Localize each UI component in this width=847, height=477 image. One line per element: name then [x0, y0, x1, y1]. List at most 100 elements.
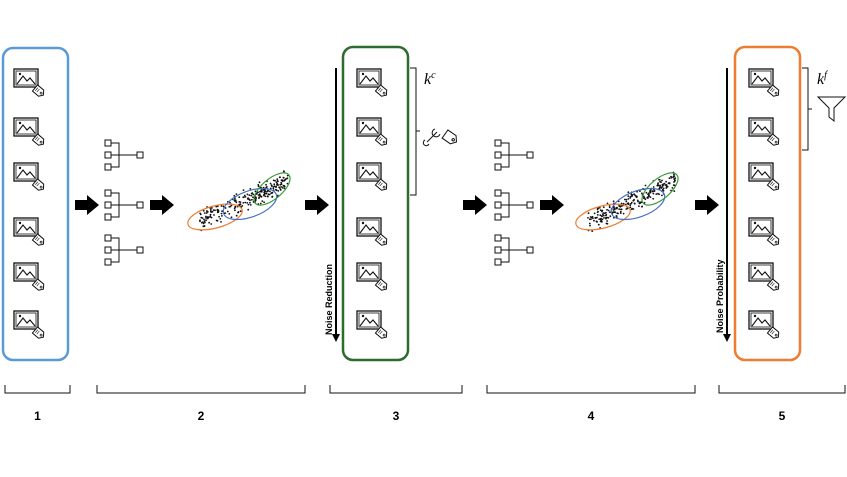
point	[626, 207, 629, 210]
point	[219, 218, 222, 220]
point	[661, 179, 663, 182]
point	[234, 205, 237, 208]
point	[599, 209, 602, 212]
point	[239, 201, 242, 204]
point	[263, 193, 265, 196]
point	[612, 209, 615, 211]
point	[216, 205, 219, 208]
brace	[4, 385, 71, 394]
cluster-ellipse	[575, 203, 631, 231]
point	[283, 187, 286, 190]
point	[587, 217, 589, 219]
point	[230, 216, 233, 219]
point	[607, 209, 610, 212]
step-labels: 1 2 3 4 5	[34, 409, 786, 423]
point	[246, 202, 249, 204]
image-icon	[748, 310, 782, 341]
cluster-ellipse	[187, 203, 243, 231]
arrow	[75, 195, 99, 215]
arrow	[695, 195, 719, 215]
point	[234, 199, 237, 202]
point	[258, 193, 261, 196]
point	[239, 210, 242, 213]
image-icon	[748, 117, 782, 148]
point	[274, 179, 276, 182]
point	[261, 190, 263, 192]
point	[596, 214, 599, 216]
bracket	[802, 67, 812, 151]
scatter-cluster	[575, 171, 679, 233]
point	[286, 182, 289, 185]
point	[244, 196, 247, 198]
point	[661, 186, 663, 189]
point	[210, 223, 213, 225]
point	[275, 181, 278, 184]
k-clean: kc	[424, 70, 436, 88]
point	[627, 195, 630, 198]
point	[606, 216, 609, 219]
point	[665, 180, 667, 183]
prob-box	[733, 45, 802, 362]
image-icon	[748, 262, 782, 293]
point	[608, 211, 611, 214]
image-icon	[748, 162, 782, 193]
point	[242, 202, 245, 204]
point	[277, 180, 279, 183]
point	[257, 184, 260, 186]
point	[593, 212, 596, 215]
image-icon	[748, 217, 782, 248]
point	[638, 202, 641, 205]
bracket	[410, 67, 420, 196]
point	[629, 206, 632, 209]
point	[618, 205, 621, 208]
point	[606, 222, 609, 225]
point	[205, 217, 207, 219]
image-icon	[13, 162, 47, 193]
point	[596, 208, 599, 211]
point	[670, 176, 673, 179]
point	[200, 221, 203, 224]
point	[257, 194, 260, 196]
flow-arrows	[75, 139, 719, 266]
point	[603, 217, 605, 219]
point	[229, 205, 232, 208]
point	[649, 196, 652, 199]
point	[627, 202, 630, 205]
point	[252, 196, 254, 199]
point	[248, 194, 251, 197]
point	[658, 178, 660, 181]
point	[251, 198, 253, 201]
point	[633, 193, 635, 196]
image-icon	[356, 117, 390, 148]
point	[662, 183, 664, 186]
point	[627, 191, 630, 194]
point	[221, 215, 223, 217]
point	[247, 197, 250, 200]
point	[629, 195, 632, 198]
point	[238, 203, 241, 206]
point	[673, 173, 675, 176]
point	[218, 215, 221, 218]
point	[235, 201, 238, 204]
point	[261, 200, 264, 203]
point	[619, 210, 622, 213]
point	[639, 190, 641, 193]
point	[636, 195, 638, 198]
point	[668, 177, 671, 180]
image-icon	[13, 262, 47, 293]
point	[234, 209, 236, 212]
point	[602, 212, 605, 215]
tree-icon	[104, 234, 144, 266]
point	[266, 190, 268, 193]
point	[624, 198, 626, 201]
point	[657, 192, 659, 195]
point	[592, 217, 594, 220]
point	[269, 187, 272, 190]
point	[214, 209, 216, 212]
point	[202, 225, 205, 228]
point	[266, 195, 269, 198]
point	[616, 207, 618, 210]
point	[279, 189, 282, 191]
point	[595, 220, 598, 223]
